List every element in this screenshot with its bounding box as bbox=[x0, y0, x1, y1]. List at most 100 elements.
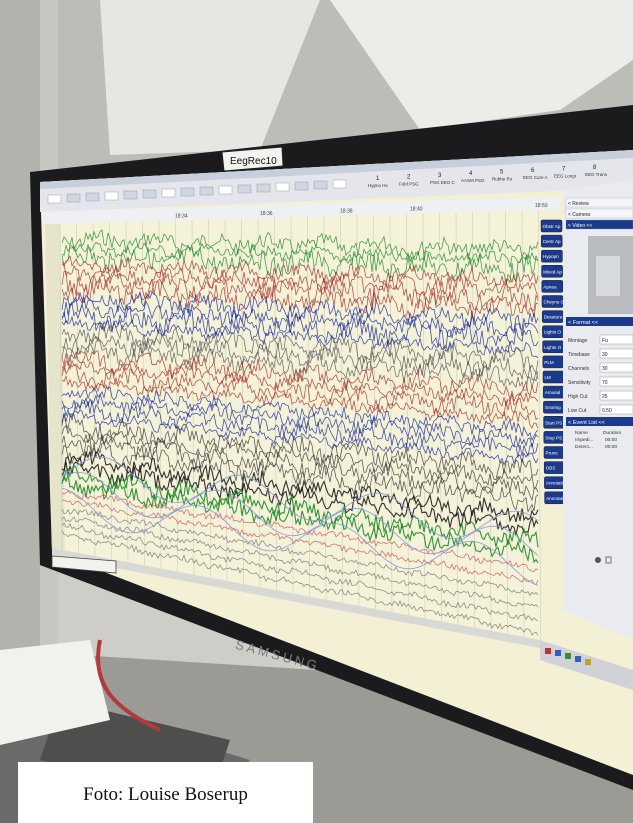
format-header[interactable] bbox=[566, 317, 633, 326]
event-button[interactable]: Arousal bbox=[542, 385, 565, 399]
toolbar-page-number: 1 bbox=[376, 176, 380, 182]
event-button-label: LM bbox=[545, 375, 552, 380]
event-button[interactable]: PLM bbox=[542, 355, 565, 369]
panel-nav-item[interactable] bbox=[565, 219, 633, 230]
panel-nav-label: < Video << bbox=[568, 223, 592, 229]
eeg-channel-trace bbox=[61, 229, 539, 261]
toolbar-icon bbox=[237, 184, 252, 194]
format-field-value: 25 bbox=[602, 394, 608, 400]
event-button[interactable]: Annotati bbox=[544, 491, 566, 505]
eeg-channel-trace bbox=[61, 499, 539, 585]
eeg-traces bbox=[61, 229, 539, 636]
timeline-time: 18:36 bbox=[260, 211, 273, 217]
format-field-input[interactable] bbox=[599, 362, 633, 373]
event-button-label: Lights O bbox=[544, 345, 562, 350]
event-button[interactable]: Prune bbox=[543, 446, 566, 459]
format-field-label: Sensitivity bbox=[568, 380, 591, 386]
event-button[interactable]: Stop PS bbox=[543, 431, 566, 444]
eeg-channel-trace bbox=[61, 393, 539, 448]
grid-line bbox=[406, 213, 409, 616]
eeg-channel-trace bbox=[61, 290, 539, 332]
format-header-label: < Format << bbox=[568, 320, 598, 326]
event-button[interactable]: LM bbox=[542, 370, 565, 384]
eeg-channel-trace bbox=[61, 363, 539, 421]
eeg-channel-trace bbox=[61, 255, 539, 287]
event-button[interactable]: Centr Ap bbox=[540, 234, 563, 248]
respiration-trace bbox=[61, 471, 539, 556]
timeline-time: 18:50 bbox=[535, 203, 548, 209]
eeg-channel-trace bbox=[61, 425, 539, 490]
eeg-channel-trace bbox=[61, 315, 539, 359]
format-field-label: High Cut bbox=[568, 394, 588, 400]
toolbar-page-number: 7 bbox=[562, 166, 566, 172]
toolbar-page-label: Rubhe Ro bbox=[492, 177, 513, 182]
format-field-value: 0.50 bbox=[602, 408, 612, 414]
event-button[interactable]: Snoring bbox=[543, 400, 565, 414]
format-field-label: Timebase bbox=[568, 352, 590, 358]
toolbar-icon bbox=[275, 182, 290, 192]
format-field-value: 30 bbox=[602, 366, 608, 372]
grid-line bbox=[191, 219, 195, 575]
page-icon[interactable] bbox=[605, 556, 612, 564]
format-field-input[interactable] bbox=[599, 334, 633, 345]
event-button-label: Desatura bbox=[544, 315, 563, 320]
toolbar-icon bbox=[123, 190, 138, 200]
eeg-channel-trace bbox=[61, 490, 539, 572]
event-button-label: OBS bbox=[546, 466, 556, 471]
format-field-input[interactable] bbox=[599, 404, 633, 415]
toolbar-page-label: PSG EEG C bbox=[430, 180, 456, 185]
photo-caption: Foto: Louise Boserup bbox=[83, 784, 248, 805]
event-list-header[interactable] bbox=[566, 417, 633, 426]
event-button[interactable]: Lights O bbox=[542, 325, 564, 338]
format-field-input[interactable] bbox=[599, 390, 633, 401]
event-button[interactable]: Mixed Ap bbox=[541, 265, 563, 278]
panel-nav-label: < Review bbox=[568, 201, 589, 207]
eeg-channel-trace bbox=[61, 442, 539, 513]
event-button[interactable]: Cheyne-S bbox=[541, 295, 564, 308]
format-field-label: Channels bbox=[568, 366, 590, 372]
event-button[interactable]: Apnea bbox=[541, 280, 564, 293]
event-button[interactable]: Lights O bbox=[542, 340, 564, 354]
event-list-duration: 00:00 bbox=[605, 444, 617, 450]
eeg-channel-trace bbox=[61, 321, 539, 374]
toolbar-icon bbox=[313, 180, 328, 190]
eeg-channel-trace bbox=[61, 399, 539, 458]
toolbar-page-label: EEG Trans bbox=[585, 172, 608, 177]
panel-nav-item[interactable] bbox=[565, 208, 633, 219]
eeg-channel-trace bbox=[61, 465, 539, 548]
event-list-name: Impedi... bbox=[575, 437, 593, 443]
event-button[interactable]: OBS bbox=[543, 461, 566, 474]
eeg-channel-trace bbox=[61, 241, 539, 268]
toolbar-page-label: AASM PSG bbox=[461, 178, 485, 183]
eeg-channel-trace bbox=[61, 278, 538, 321]
event-button-label: Apnea bbox=[543, 284, 557, 289]
toolbar-page-number: 6 bbox=[531, 168, 535, 174]
toolbar-page-number: 4 bbox=[469, 171, 473, 177]
event-list-column: Name bbox=[575, 430, 588, 436]
eeg-channel-trace bbox=[61, 516, 539, 608]
event-button[interactable]: Obstr Ap bbox=[540, 219, 563, 233]
toolbar-icon bbox=[218, 185, 233, 195]
taskbar-icons bbox=[545, 648, 591, 665]
grid-line bbox=[241, 218, 244, 585]
printer-icon[interactable] bbox=[595, 557, 601, 563]
right-panel-content: < Review < Camera < Video << < Format << Mon… bbox=[565, 197, 633, 564]
grid-line bbox=[59, 223, 63, 550]
event-button[interactable]: Desatura bbox=[541, 310, 564, 323]
event-button-label: PLM bbox=[544, 360, 554, 365]
event-button[interactable]: Start PS bbox=[543, 416, 565, 429]
grid-line bbox=[356, 215, 360, 606]
grid-line bbox=[224, 218, 228, 581]
eeg-channel-trace bbox=[61, 359, 539, 407]
grid-line bbox=[538, 210, 541, 641]
event-button[interactable]: Hypopn bbox=[541, 249, 563, 263]
toolbar-page-label: EEG Longi bbox=[554, 173, 576, 178]
format-field-input[interactable] bbox=[599, 376, 633, 387]
monitor-label-text: EegRec10 bbox=[230, 156, 277, 167]
event-list-column: Duration bbox=[603, 430, 621, 436]
event-button-label: Prune bbox=[546, 451, 559, 456]
event-button[interactable]: Annotati bbox=[544, 476, 566, 489]
format-field-input[interactable] bbox=[599, 348, 633, 359]
panel-nav-item[interactable] bbox=[565, 197, 633, 208]
